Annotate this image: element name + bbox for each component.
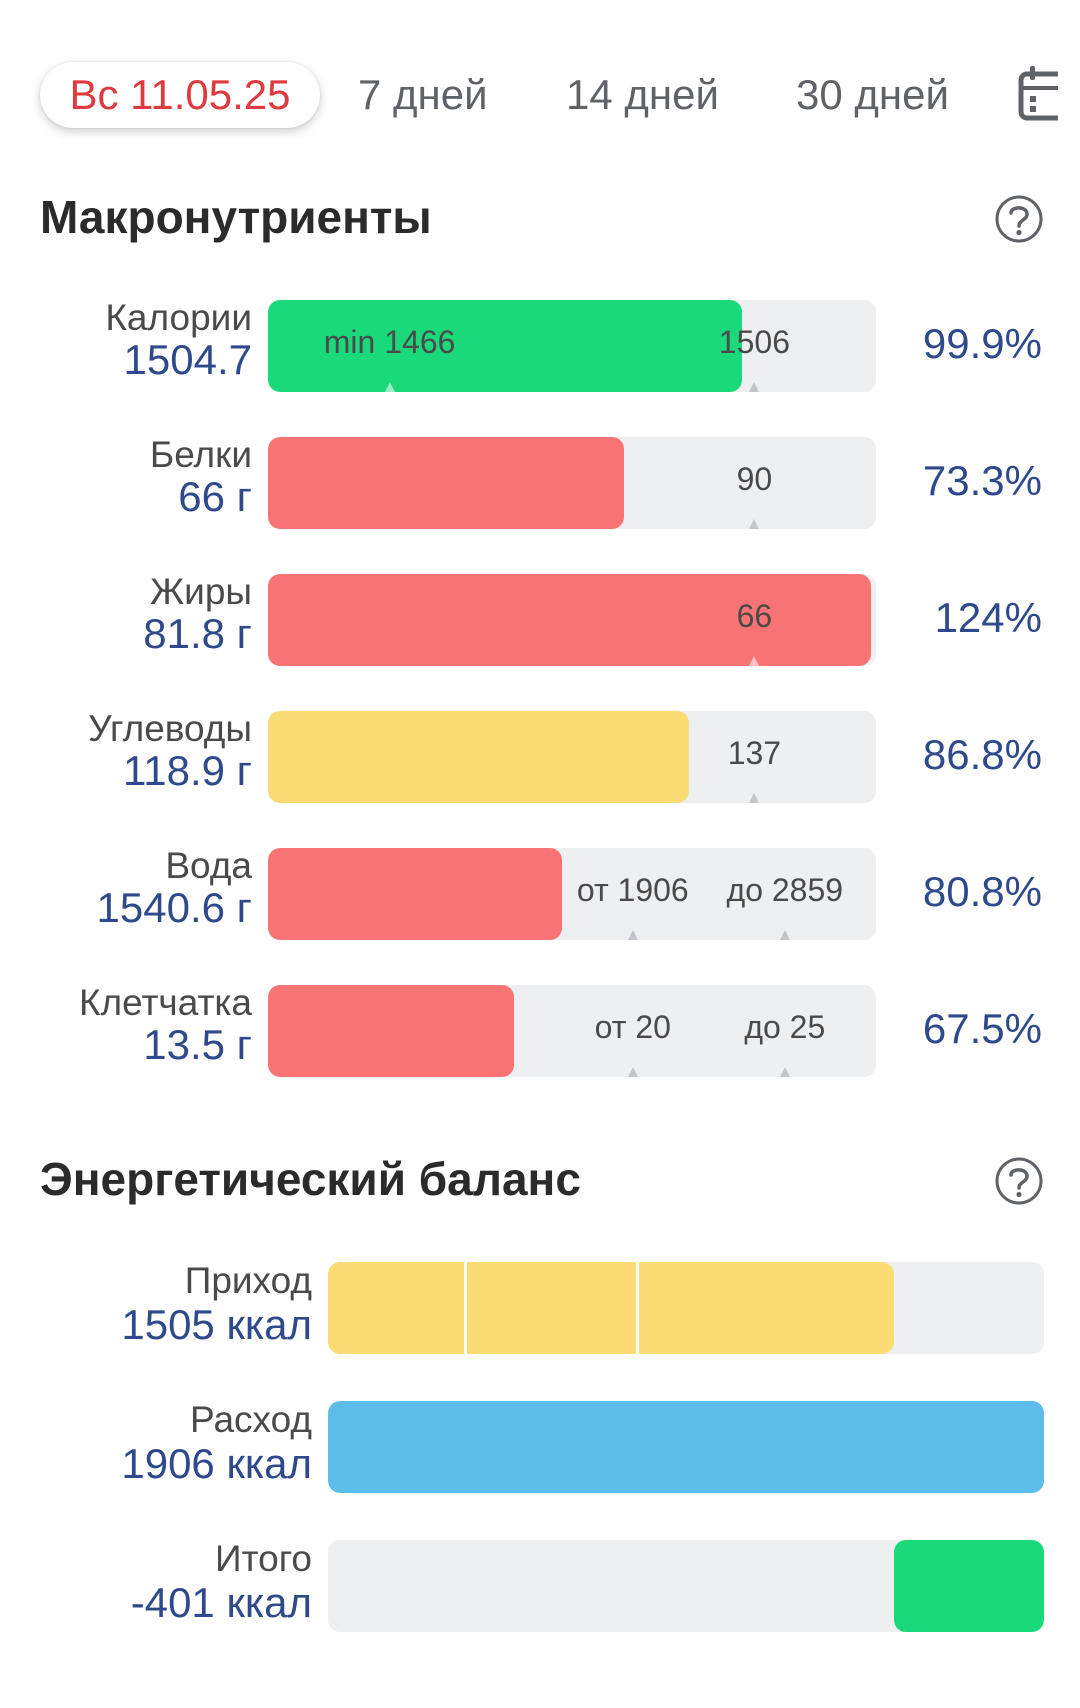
macro-value: 66 г [178, 473, 252, 520]
macro-name: Калории [105, 297, 252, 338]
macro-label: Жиры 81.8 г [143, 572, 252, 656]
help-circle-icon[interactable] [994, 194, 1044, 244]
macro-percent: 124% [934, 594, 1042, 641]
target-marker-tick [749, 382, 760, 392]
macro-value: 81.8 г [143, 610, 252, 657]
macro-percent: 67.5% [922, 1005, 1042, 1052]
target-marker-label: от 20 [594, 1009, 671, 1045]
target-marker-label: min 1466 [323, 324, 456, 360]
energy-bar-fill [328, 1401, 1044, 1493]
energy-name: Приход [184, 1260, 312, 1301]
energy-value: 1505 ккал [121, 1301, 312, 1348]
target-marker-tick [749, 519, 760, 529]
target-marker-tick [779, 1067, 790, 1077]
meal-segment-divider [464, 1262, 468, 1354]
macro-progress-fill [268, 574, 872, 666]
target-marker-tick [627, 1067, 638, 1077]
energy-name: Итого [215, 1538, 312, 1579]
macro-label: Клетчатка 13.5 г [79, 983, 252, 1067]
target-marker-label: 90 [736, 461, 773, 497]
macro-value: 13.5 г [143, 1021, 252, 1068]
help-circle-icon[interactable] [994, 1156, 1044, 1206]
macro-percent: 86.8% [922, 731, 1042, 778]
energy-label: Итого -401 ккал [131, 1538, 312, 1626]
macro-progress-fill [268, 848, 563, 940]
energy-label: Расход 1906 ккал [121, 1399, 312, 1487]
target-marker-label: от 1906 [576, 872, 689, 908]
macro-progress-fill [268, 985, 514, 1077]
target-marker-tick [749, 793, 760, 803]
macro-progress-bar[interactable]: min 1466 1506 [268, 300, 876, 392]
energy-title: Энергетический баланс [40, 1153, 581, 1205]
macro-label: Углеводы 118.9 г [88, 709, 252, 793]
target-marker-label: 1506 [718, 324, 790, 360]
calendar-icon[interactable] [1018, 64, 1058, 122]
tab-7-days[interactable]: 7 дней [358, 71, 488, 118]
tab-14-days[interactable]: 14 дней [566, 71, 719, 118]
macro-label: Калории 1504.7 [105, 298, 252, 382]
macro-name: Клетчатка [78, 982, 252, 1023]
macro-progress-bar[interactable]: 66 [268, 574, 876, 666]
energy-bar[interactable] [328, 1540, 1044, 1632]
target-marker-label: до 25 [744, 1009, 826, 1045]
target-marker-tick [384, 382, 395, 392]
macro-name: Жиры [149, 571, 252, 612]
energy-value: 1906 ккал [121, 1440, 312, 1487]
target-marker-label: 66 [736, 598, 773, 634]
macros-title: Макронутриенты [40, 191, 432, 243]
energy-value: -401 ккал [130, 1579, 312, 1626]
meal-segment-divider [635, 1262, 639, 1354]
tab-30-days[interactable]: 30 дней [796, 71, 949, 118]
macro-label: Белки 66 г [150, 435, 252, 519]
macro-name: Вода [165, 845, 252, 886]
macro-progress-bar[interactable]: от 20 до 25 [268, 985, 876, 1077]
macro-name: Белки [149, 434, 252, 475]
tab-date[interactable]: Вс 11.05.25 [40, 62, 320, 128]
macro-percent: 73.3% [922, 457, 1042, 504]
macro-progress-fill [268, 711, 690, 803]
energy-bar-fill [328, 1262, 894, 1354]
energy-bar[interactable] [328, 1262, 1044, 1354]
macro-progress-bar[interactable]: 90 [268, 437, 876, 529]
target-marker-tick [779, 930, 790, 940]
macro-progress-bar[interactable]: от 1906 до 2859 [268, 848, 876, 940]
macro-progress-fill [268, 437, 624, 529]
macro-percent: 80.8% [922, 868, 1042, 915]
macro-progress-fill [268, 300, 743, 392]
macro-value: 1504.7 [123, 336, 252, 383]
macro-value: 118.9 г [123, 747, 252, 794]
macro-percent: 99.9% [922, 320, 1042, 367]
macro-value: 1540.6 г [96, 884, 252, 931]
macro-name: Углеводы [88, 708, 252, 749]
energy-name: Расход [190, 1399, 312, 1440]
target-marker-tick [627, 930, 638, 940]
target-marker-label: 137 [727, 735, 782, 771]
energy-label: Приход 1505 ккал [121, 1260, 312, 1348]
energy-bar[interactable] [328, 1401, 1044, 1493]
macro-label: Вода 1540.6 г [97, 846, 252, 930]
period-tabs: Вс 11.05.25 7 дней 14 дней 30 дней [0, 0, 1080, 160]
macro-progress-bar[interactable]: 137 [268, 711, 876, 803]
energy-bar-fill [893, 1540, 1044, 1632]
target-marker-tick [749, 656, 760, 666]
target-marker-label: до 2859 [726, 872, 844, 908]
